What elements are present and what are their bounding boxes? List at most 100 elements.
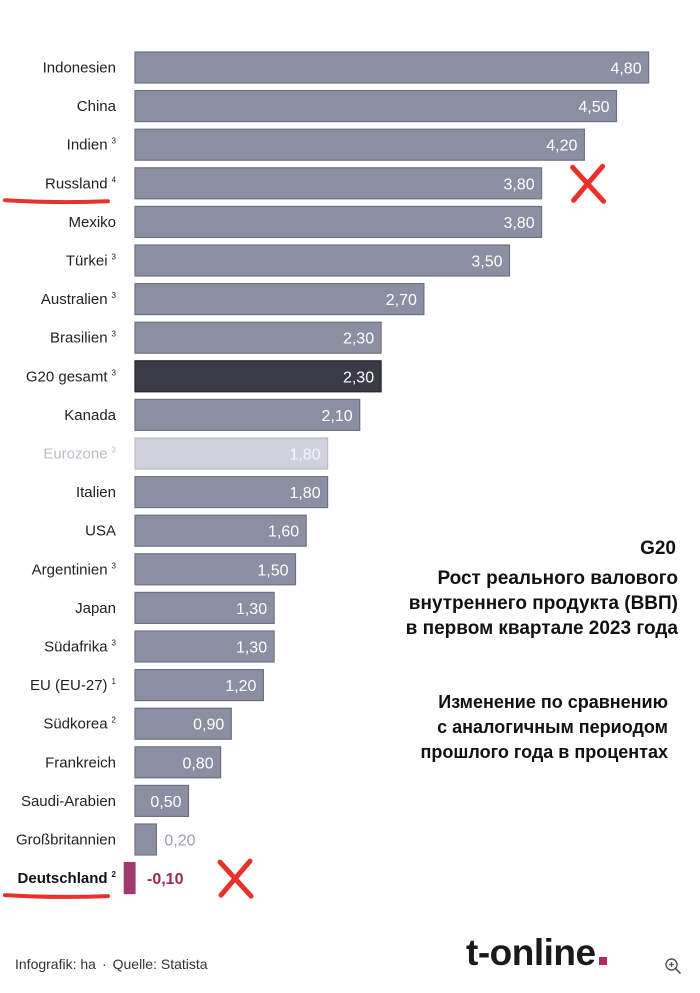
category-label-argentinien: Argentinien 3	[32, 561, 117, 578]
category-name: Saudi-Arabien	[21, 793, 116, 810]
category-name: Japan	[75, 600, 116, 617]
annotation-subtitle-line: с аналогичным периодом	[437, 717, 668, 737]
category-name: Türkei	[66, 253, 108, 270]
value-label-argentinien: 1,50	[257, 562, 288, 579]
footnote-marker: 3	[112, 561, 117, 570]
category-label-suedkorea: Südkorea 2	[43, 716, 116, 733]
annotation-title: Рост реального валового внутреннего прод…	[318, 566, 678, 641]
bars-layer	[123, 51, 650, 895]
bar-kanada	[134, 398, 361, 431]
category-label-china: China	[77, 98, 117, 115]
category-name: Deutschland	[18, 870, 108, 887]
category-name: Australien	[41, 291, 108, 308]
category-label-grossbritannien: Großbritannien	[16, 832, 116, 849]
footnote-marker: 3	[112, 137, 117, 146]
value-label-china: 4,50	[578, 99, 609, 116]
footnote-marker: 3	[112, 446, 117, 455]
value-label-g20-gesamt: 2,30	[343, 369, 374, 386]
brand-logo: t-online	[466, 932, 607, 974]
category-name: EU (EU-27)	[30, 677, 108, 694]
bar-frankreich	[134, 746, 222, 779]
value-label-grossbritannien: 0,20	[164, 833, 195, 850]
cross-stroke	[218, 858, 253, 898]
category-name: Argentinien	[32, 561, 108, 578]
value-label-eurozone: 1,80	[289, 447, 320, 464]
annotation-title-line: Рост реального валового	[437, 568, 678, 589]
bar-grossbritannien	[134, 823, 157, 856]
value-label-japan: 1,30	[236, 601, 267, 618]
zoom-in-icon[interactable]	[664, 957, 682, 975]
category-label-mexiko: Mexiko	[68, 214, 116, 231]
bar-china	[134, 89, 618, 123]
footer-credit: Infografik: ha · Quelle: Statista	[15, 956, 208, 972]
category-label-g20-gesamt: G20 gesamt 3	[26, 368, 117, 385]
bar-suedafrika	[134, 630, 275, 663]
bar-indonesien	[134, 51, 650, 84]
value-label-deutschland: -0,10	[147, 871, 184, 888]
value-label-suedafrika: 1,30	[236, 640, 267, 657]
value-label-saudi-arabien: 0,50	[150, 794, 181, 811]
annotation-title-line: в первом квартале 2023 года	[405, 618, 678, 639]
value-label-italien: 1,80	[289, 485, 320, 502]
category-label-indien: Indien 3	[67, 137, 117, 154]
value-label-usa: 1,60	[268, 524, 299, 541]
footnote-marker: 3	[112, 368, 117, 377]
category-label-usa: USA	[85, 523, 116, 540]
category-label-deutschland: Deutschland 2	[18, 870, 117, 887]
category-label-russland: Russland 4	[45, 175, 117, 192]
footnote-marker: 2	[112, 716, 117, 725]
separator-dot: ·	[101, 956, 107, 972]
category-name: Indonesien	[43, 60, 116, 77]
category-label-indonesien: Indonesien	[43, 60, 116, 77]
bar-russland	[134, 167, 543, 200]
category-name: Brasilien	[50, 330, 108, 347]
bar-tuerkei	[134, 244, 511, 277]
footnote-marker: 4	[112, 175, 117, 184]
value-label-russland: 3,80	[503, 176, 534, 193]
annotation-subtitle: Изменение по сравнению с аналогичным пер…	[308, 690, 668, 765]
category-name: Indien	[67, 137, 108, 154]
category-label-saudi-arabien: Saudi-Arabien	[21, 793, 116, 810]
footnote-marker: 3	[112, 253, 117, 262]
bar-mexiko	[134, 205, 543, 238]
category-name: Italien	[76, 484, 116, 501]
credit-text: Infografik: ha	[15, 956, 96, 972]
category-label-eu-eu-27: EU (EU-27) 1	[30, 677, 117, 694]
category-label-frankreich: Frankreich	[45, 754, 116, 771]
bar-japan	[134, 591, 275, 625]
footnote-marker: 3	[112, 639, 117, 648]
value-label-australien: 2,70	[386, 292, 417, 309]
category-name: USA	[85, 523, 116, 540]
category-name: Kanada	[64, 407, 116, 424]
category-name: Südkorea	[43, 716, 108, 733]
bar-italien	[134, 476, 329, 509]
category-label-eurozone: Eurozone 3	[43, 446, 116, 463]
category-label-tuerkei: Türkei 3	[66, 253, 117, 270]
value-labels-layer: 4,80 4,50 4,20 3,80 3,80 3,50 2,70 2,30 2,30 2,10…	[147, 61, 642, 889]
bar-australien	[134, 283, 425, 316]
category-name: Frankreich	[45, 754, 116, 771]
category-label-australien: Australien 3	[41, 291, 117, 308]
value-label-indien: 4,20	[546, 138, 577, 155]
annotation-title-line: внутреннего продукта (ВВП)	[408, 593, 678, 614]
value-label-kanada: 2,10	[322, 408, 353, 425]
brand-dot-icon	[598, 957, 607, 965]
footnote-marker: 1	[112, 677, 117, 686]
category-name: China	[77, 98, 117, 115]
cross-mark-deutschland	[217, 858, 254, 899]
bar-eurozone	[134, 437, 329, 470]
category-label-italien: Italien	[76, 484, 116, 501]
category-name: Eurozone	[43, 446, 107, 463]
category-name: Mexiko	[68, 214, 116, 231]
bar-eu-eu-27	[134, 668, 264, 702]
bar-g20-gesamt	[134, 360, 382, 393]
category-label-kanada: Kanada	[64, 407, 116, 424]
category-name: Südafrika	[44, 639, 108, 656]
value-label-frankreich: 0,80	[182, 755, 213, 772]
footnote-marker: 3	[112, 291, 117, 300]
value-label-brasilien: 2,30	[343, 331, 374, 348]
bar-brasilien	[134, 321, 382, 354]
category-label-brasilien: Brasilien 3	[50, 330, 117, 347]
handdrawn-marks-layer	[3, 163, 607, 899]
